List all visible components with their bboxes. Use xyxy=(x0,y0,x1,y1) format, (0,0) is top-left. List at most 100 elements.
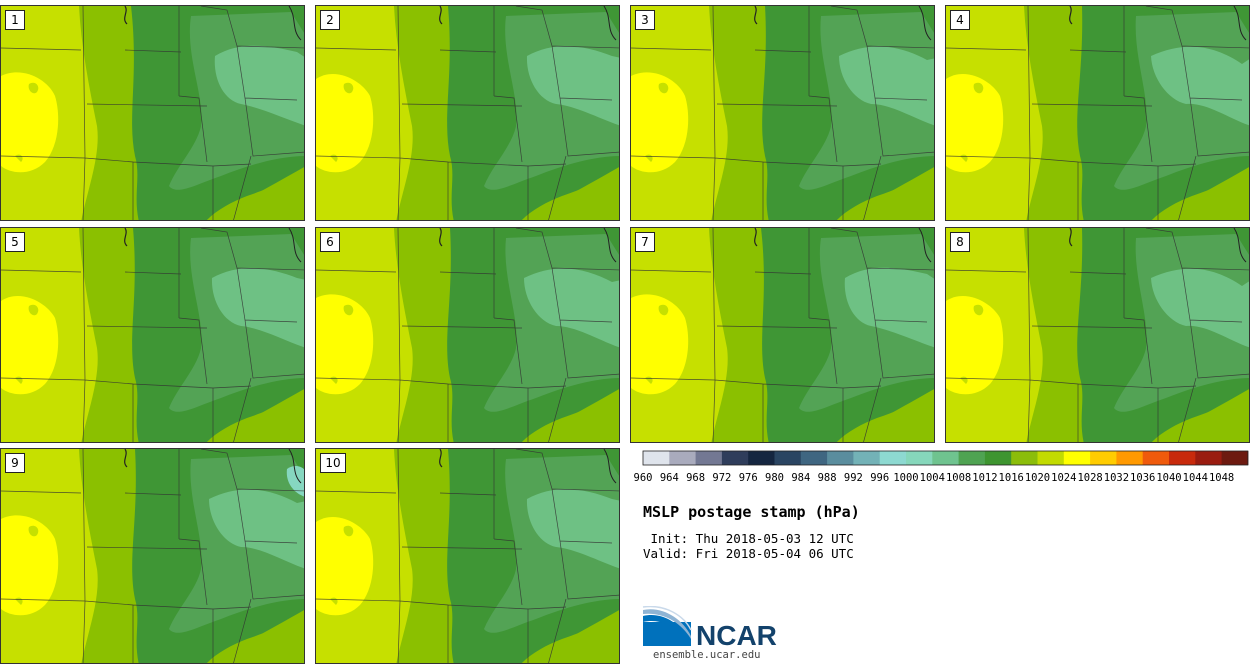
map-panel[interactable]: 6 xyxy=(315,227,620,443)
lake-shoreline xyxy=(1069,6,1073,25)
colorbar-tick-label: 1044 xyxy=(1183,472,1208,484)
lake-michigan-shoreline xyxy=(1233,6,1247,41)
member-label: 5 xyxy=(5,232,25,252)
pressure-band-1028 xyxy=(631,294,689,395)
colorbar-tick-label: 968 xyxy=(686,472,705,484)
pressure-band-1020-southeast xyxy=(848,167,934,220)
pressure-speckle xyxy=(330,525,354,605)
state-boundaries xyxy=(631,6,934,220)
pressure-field-map xyxy=(1,449,304,663)
state-boundaries xyxy=(316,449,619,663)
map-panel[interactable]: 5 xyxy=(0,227,305,443)
colorbar-tick-label: 1008 xyxy=(946,472,971,484)
colorbar-swatch xyxy=(669,451,696,465)
colorbar-swatch xyxy=(1063,451,1091,465)
map-panel[interactable]: 1 xyxy=(0,5,305,221)
footer-url: ensemble.ucar.edu xyxy=(653,649,761,661)
colorbar-swatch xyxy=(932,451,959,465)
pressure-band-1020-southeast xyxy=(848,389,934,442)
pressure-field-map xyxy=(946,6,1249,220)
map-panel[interactable]: 7 xyxy=(630,227,935,443)
pressure-band-1020-southeast xyxy=(1163,389,1249,442)
lake-michigan-shoreline xyxy=(288,228,302,263)
colorbar-swatch xyxy=(879,451,907,465)
state-boundaries xyxy=(316,228,619,442)
colorbar-swatch xyxy=(800,451,828,465)
pressure-band-1028 xyxy=(1,296,59,395)
colorbar-swatch xyxy=(1221,451,1249,465)
colorbar-tick-label: 1032 xyxy=(1104,472,1129,484)
lake-michigan-shoreline xyxy=(603,6,617,41)
ncar-wordmark: NCAR xyxy=(696,620,777,650)
pressure-speckle xyxy=(15,82,39,162)
lake-michigan-shoreline xyxy=(288,449,302,484)
pressure-speckle xyxy=(960,82,984,162)
pressure-speckle xyxy=(330,82,354,162)
colorbar-tick-label: 1024 xyxy=(1051,472,1076,484)
pressure-field-map xyxy=(1,228,304,442)
colorbar-swatch xyxy=(1116,451,1144,465)
state-boundaries xyxy=(1,449,304,663)
colorbar-tick-label: 960 xyxy=(634,472,653,484)
member-label: 3 xyxy=(635,10,655,30)
pressure-speckle xyxy=(960,304,984,384)
lake-michigan-shoreline xyxy=(603,228,617,263)
colorbar-swatch xyxy=(1011,451,1038,465)
map-panel[interactable]: 10 xyxy=(315,448,620,664)
colorbar-tick-label: 980 xyxy=(765,472,784,484)
colorbar-tick-label: 1000 xyxy=(893,472,918,484)
member-label: 7 xyxy=(635,232,655,252)
chart-title: MSLP postage stamp (hPa) xyxy=(643,503,860,521)
pressure-band-1020-southeast xyxy=(1163,167,1249,220)
map-panel[interactable]: 8 xyxy=(945,227,1250,443)
pressure-band-1028 xyxy=(1,515,59,616)
pressure-speckle xyxy=(645,304,669,384)
pressure-band-1008 xyxy=(211,268,304,348)
colorbar-swatch xyxy=(721,451,749,465)
colorbar-tick-label: 976 xyxy=(739,472,758,484)
lake-shoreline xyxy=(1069,228,1073,247)
colorbar-tick-label: 964 xyxy=(660,472,679,484)
map-panel[interactable]: 9 xyxy=(0,448,305,664)
pressure-speckle xyxy=(15,525,39,605)
lake-michigan-shoreline xyxy=(918,228,932,263)
colorbar-tick-label: 984 xyxy=(791,472,810,484)
lake-michigan-shoreline xyxy=(1233,228,1247,263)
lake-michigan-shoreline xyxy=(288,6,302,41)
colorbar-tick-label: 1004 xyxy=(920,472,945,484)
map-panel[interactable]: 3 xyxy=(630,5,935,221)
pressure-band-1020-southeast xyxy=(533,610,619,663)
colorbar-swatch xyxy=(958,451,986,465)
map-panel[interactable]: 4 xyxy=(945,5,1250,221)
pressure-band-1008 xyxy=(839,46,934,126)
pressure-field-map xyxy=(316,6,619,220)
valid-time: Valid: Fri 2018-05-04 06 UTC xyxy=(643,546,854,561)
colorbar-swatch xyxy=(1090,451,1117,465)
pressure-speckle xyxy=(645,82,669,162)
pressure-band-1020-southeast xyxy=(533,389,619,442)
pressure-band-1008 xyxy=(1151,46,1249,126)
colorbar-tick-label: 972 xyxy=(712,472,731,484)
pressure-field-map xyxy=(316,228,619,442)
pressure-field-map xyxy=(631,6,934,220)
lake-shoreline xyxy=(439,228,443,247)
member-label: 2 xyxy=(320,10,340,30)
colorbar-swatch xyxy=(906,451,933,465)
colorbar-tick-label: 1016 xyxy=(999,472,1024,484)
ncar-logo: NCAR xyxy=(642,606,777,650)
state-boundaries xyxy=(1,228,304,442)
pressure-band-1008 xyxy=(526,46,619,126)
state-boundaries xyxy=(946,6,1249,220)
pressure-field-map xyxy=(316,449,619,663)
pressure-band-1008 xyxy=(209,489,304,569)
pressure-band-1028 xyxy=(316,294,374,395)
pressure-band-1004 xyxy=(286,466,304,497)
colorbar-tick-label: 1012 xyxy=(972,472,997,484)
map-panel[interactable]: 2 xyxy=(315,5,620,221)
colorbar-frame xyxy=(642,450,1249,466)
colorbar-swatch xyxy=(1037,451,1065,465)
pressure-field-map xyxy=(1,6,304,220)
state-boundaries xyxy=(631,228,934,442)
colorbar-tick-label: 992 xyxy=(844,472,863,484)
member-label: 9 xyxy=(5,453,25,473)
